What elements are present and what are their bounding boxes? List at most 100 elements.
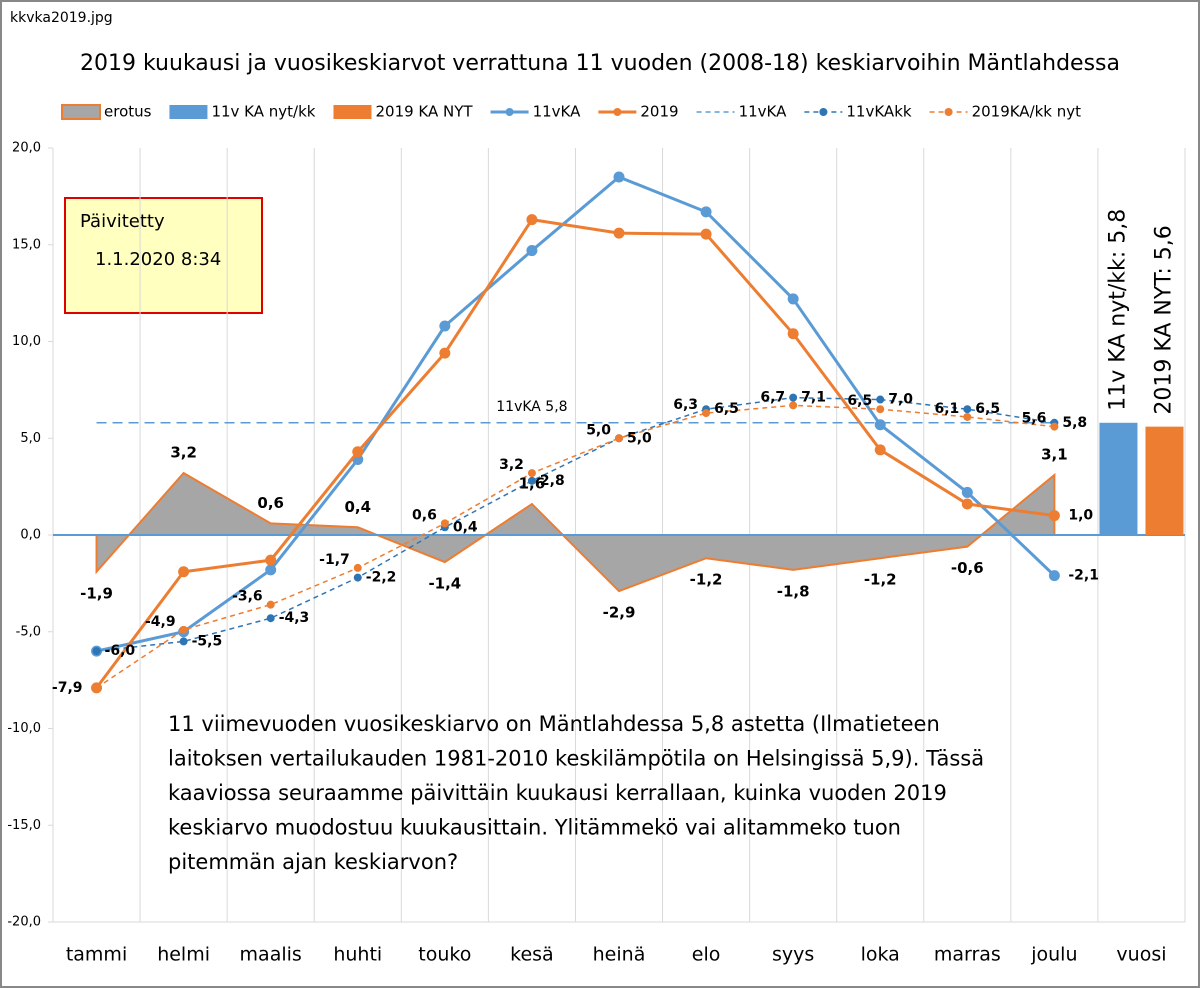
point	[92, 683, 101, 692]
legend-item: 2019KA/kk nyt	[929, 103, 1081, 121]
legend-label: 11vKA	[739, 103, 788, 121]
y-tick-label: 10,0	[12, 334, 41, 349]
point	[1050, 422, 1059, 431]
note-box	[64, 197, 263, 314]
point	[874, 444, 886, 456]
data-label: -5,5	[192, 633, 223, 649]
legend-swatch	[61, 104, 101, 120]
data-label: 5,0	[627, 430, 652, 446]
data-label: -3,6	[232, 589, 263, 605]
point	[265, 554, 277, 566]
point	[439, 347, 451, 359]
x-tick-label: loka	[861, 944, 900, 966]
point	[613, 171, 625, 183]
data-label: 6,1	[934, 401, 959, 417]
data-label: -2,1	[1068, 568, 1099, 584]
point	[787, 293, 799, 305]
point	[1048, 570, 1060, 582]
note-line: Päivitetty	[80, 211, 165, 232]
point	[1048, 510, 1060, 522]
data-label: 5,0	[586, 422, 611, 438]
point	[179, 637, 188, 646]
data-label: 3,2	[170, 444, 197, 462]
point	[961, 498, 973, 510]
y-tick-label: 5,0	[20, 431, 41, 446]
point	[963, 405, 972, 414]
point	[439, 320, 451, 332]
difference-area	[95, 471, 1056, 593]
y-tick-label: 0,0	[20, 528, 41, 543]
point	[787, 328, 799, 340]
annotation-line: laitoksen vertailukauden 1981-2010 keski…	[168, 747, 984, 771]
data-label: -2,2	[366, 570, 397, 586]
data-label: -4,3	[279, 610, 310, 626]
x-tick-label: helmi	[157, 944, 210, 966]
data-label: 7,1	[801, 390, 826, 406]
annotation-line: kaaviossa seuraamme päivittäin kuukausi …	[168, 781, 947, 805]
legend-swatch	[169, 105, 208, 119]
x-tick-label: marras	[934, 944, 1001, 966]
legend-label: erotus	[104, 103, 152, 121]
point	[702, 409, 711, 418]
point	[92, 647, 101, 656]
data-label: 6,5	[714, 401, 739, 417]
bar	[1145, 426, 1184, 535]
point	[963, 412, 972, 421]
x-tick-label: elo	[692, 944, 721, 966]
point	[615, 434, 623, 443]
y-tick-label: -20,0	[7, 915, 41, 930]
legend-marker	[505, 108, 514, 116]
line	[95, 217, 1055, 689]
data-label: 0,4	[344, 498, 371, 516]
point	[265, 564, 277, 576]
legend-label: 11v KA nyt/kk	[211, 103, 315, 121]
data-label: -2,9	[603, 604, 636, 622]
data-label: -1,4	[428, 575, 461, 593]
point	[178, 566, 190, 578]
data-label: 3,2	[499, 457, 524, 473]
data-label: -7,9	[52, 680, 83, 696]
annotation-line: 11 viimevuoden vuosikeskiarvo on Mäntlah…	[168, 712, 940, 736]
y-tick-label: 15,0	[12, 237, 41, 252]
x-tick-label: touko	[418, 944, 471, 966]
x-tick-label: syys	[772, 944, 814, 966]
data-label: 6,5	[975, 401, 1000, 417]
legend-item: 11vKA	[490, 103, 582, 121]
chart-title: 2019 kuukausi ja vuosikeskiarvot verratt…	[80, 51, 1120, 76]
point	[266, 614, 275, 623]
point	[352, 446, 364, 458]
legend-marker	[944, 108, 953, 116]
point	[961, 486, 973, 498]
data-label: -1,9	[80, 584, 113, 602]
data-label: 0,4	[453, 519, 478, 535]
data-label: -1,2	[690, 571, 723, 589]
legend-label: 2019	[640, 103, 678, 121]
data-label: 6,3	[673, 397, 698, 413]
data-label: -0,6	[951, 559, 984, 577]
point	[700, 206, 712, 218]
point	[789, 401, 798, 410]
point	[613, 227, 625, 239]
x-tick-label: huhti	[333, 944, 382, 966]
legend-marker	[613, 108, 622, 116]
data-label: 3,1	[1041, 446, 1068, 464]
annotation-line: pitemmän ajan keskiarvon?	[168, 850, 458, 874]
data-label: -1,7	[319, 552, 350, 568]
y-tick-label: -5,0	[16, 624, 41, 639]
y-tick-label: -10,0	[7, 721, 41, 736]
data-label: 1,0	[1068, 508, 1093, 524]
x-tick-label: joulu	[1030, 944, 1077, 966]
bar-label: 11v KA nyt/kk: 5,8	[1105, 209, 1130, 411]
point	[874, 419, 886, 431]
x-tick-label: maalis	[240, 944, 302, 966]
plot: -20,0 -15,0 -10,0 -5,0 0,0 5,0 10,0 15,0 20,0 tam…	[7, 103, 1186, 966]
legend-marker	[819, 108, 828, 116]
x-tick-label: heinä	[593, 944, 646, 966]
point	[353, 563, 362, 572]
annotation: 11 viimevuoden vuosikeskiarvo on Mäntlah…	[168, 712, 984, 874]
data-label: -1,2	[864, 571, 897, 589]
data-label: 0,6	[257, 494, 284, 512]
average-label: 11vKA 5,8	[496, 399, 567, 415]
legend-label: 11vKA	[533, 103, 582, 121]
point	[526, 245, 538, 257]
